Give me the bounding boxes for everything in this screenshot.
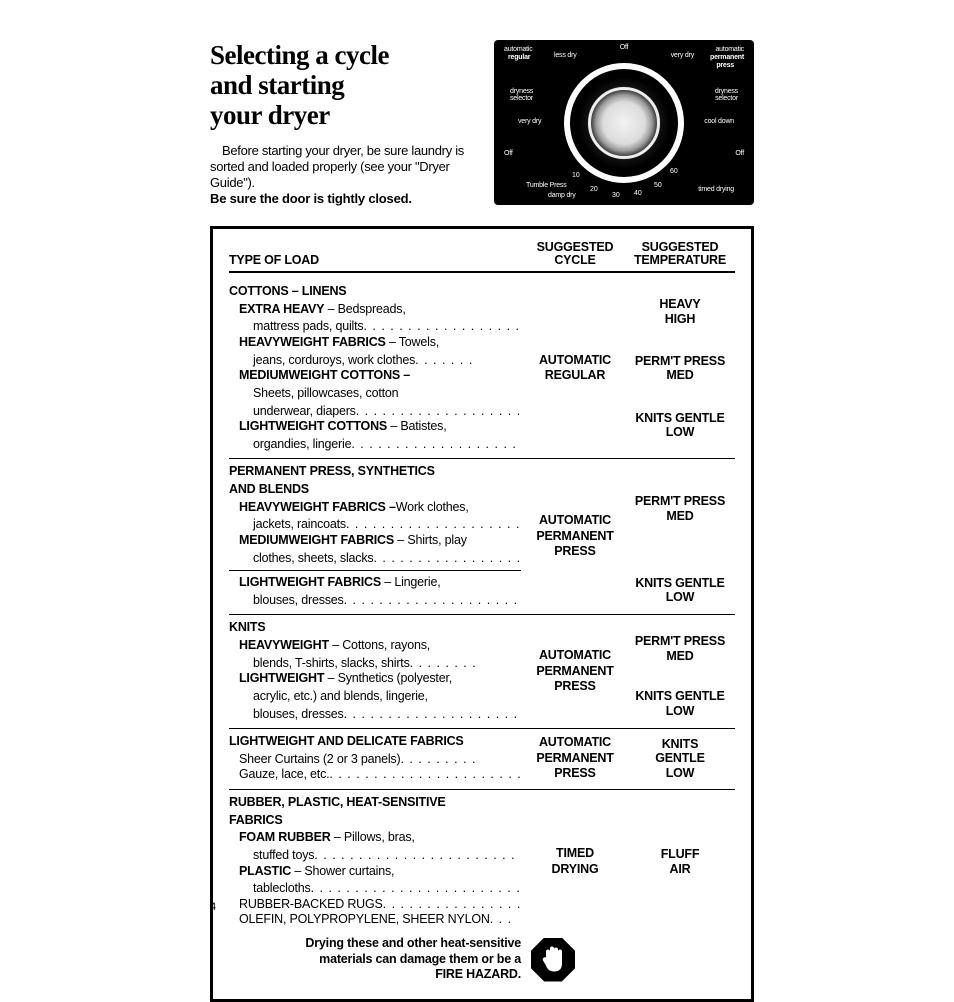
dial-dryness-l: dryness selector — [510, 88, 533, 102]
page-title: Selecting a cycle and starting your drye… — [210, 40, 474, 131]
pp-load: PERMANENT PRESS, SYNTHETICS AND BLENDS H… — [229, 464, 525, 608]
section-knits: KNITS HEAVYWEIGHT – Cottons, rayons, ble… — [229, 615, 735, 729]
dial-dampdry: damp dry — [548, 192, 576, 199]
dial-num-40: 40 — [634, 190, 642, 197]
dial-num-20: 20 — [590, 186, 598, 193]
dial-verydry-r: very dry — [671, 52, 694, 59]
dial-off-top: Off — [620, 44, 629, 51]
control-dial-panel: Off automatic regular less dry automatic… — [494, 40, 754, 205]
intro-plain: Before starting your dryer, be sure laun… — [210, 143, 464, 191]
pp-cycle: AUTOMATIC PERMANENT PRESS — [525, 464, 625, 608]
section-permpress: PERMANENT PRESS, SYNTHETICS AND BLENDS H… — [229, 459, 735, 615]
knits-cycle: AUTOMATIC PERMANENT PRESS — [525, 620, 625, 722]
th-load: TYPE OF LOAD — [229, 253, 525, 269]
th-temp: SUGGESTED TEMPERATURE — [625, 241, 735, 269]
dial-auto-reg-2: regular — [508, 54, 530, 61]
light-load: LIGHTWEIGHT AND DELICATE FABRICS Sheer C… — [229, 734, 525, 783]
dial-lessdry: less dry — [554, 52, 577, 59]
pp-temp: PERM'T PRESSMED KNITS GENTLELOW — [625, 464, 735, 608]
intro-text: Before starting your dryer, be sure laun… — [210, 143, 474, 208]
dial-auto-reg-1: automatic — [504, 46, 533, 53]
dial-off-l: Off — [504, 150, 513, 157]
dial-tumble: Tumble Press — [526, 182, 567, 189]
th-cycle: SUGGESTED CYCLE — [525, 241, 625, 269]
knits-temp: PERM'T PRESSMED KNITS GENTLELOW — [625, 620, 735, 722]
dial-timed: timed drying — [698, 186, 734, 193]
dial-auto-pp-1: automatic — [715, 46, 744, 53]
warning-text: Drying these and other heat-sensitive ma… — [305, 936, 521, 983]
dial-num-10: 10 — [572, 172, 580, 179]
dial-dryness-r: dryness selector — [715, 88, 738, 102]
dial-knob-center-icon — [588, 87, 660, 159]
cottons-title: COTTONS – LINENS — [229, 284, 521, 300]
cottons-cycle: AUTOMATIC REGULAR — [525, 284, 625, 452]
dial-auto-pp-3: press — [716, 62, 734, 69]
warning-row: Drying these and other heat-sensitive ma… — [229, 936, 735, 983]
cottons-load: COTTONS – LINENS EXTRA HEAVY – Bedspread… — [229, 284, 525, 452]
table-header: TYPE OF LOAD SUGGESTED CYCLE SUGGESTED T… — [229, 241, 735, 274]
cycle-table: TYPE OF LOAD SUGGESTED CYCLE SUGGESTED T… — [210, 226, 754, 1002]
title-block: Selecting a cycle and starting your drye… — [210, 40, 474, 208]
dial-num-60: 60 — [670, 168, 678, 175]
dial-auto-pp-2: permanent — [710, 54, 744, 61]
cottons-temp: HEAVYHIGH PERM'T PRESSMED KNITS GENTLELO… — [625, 284, 735, 452]
dial-num-30: 30 — [612, 192, 620, 199]
page-number: 4 — [210, 901, 216, 913]
dial-num-50: 50 — [654, 182, 662, 189]
dial-off-r: Off — [735, 150, 744, 157]
rubber-cycle: TIMED DRYING — [525, 795, 625, 928]
light-temp: KNITS GENTLE LOW — [625, 734, 735, 783]
dial-cooldown: cool down — [704, 118, 734, 125]
knits-load: KNITS HEAVYWEIGHT – Cottons, rayons, ble… — [229, 620, 525, 722]
section-rubber: RUBBER, PLASTIC, HEAT-SENSITIVE FABRICS … — [229, 790, 735, 989]
intro-bold: Be sure the door is tightly closed. — [210, 191, 412, 206]
section-cottons: COTTONS – LINENS EXTRA HEAVY – Bedspread… — [229, 279, 735, 459]
dial-verydry-l: very dry — [518, 118, 541, 125]
section-lightweight: LIGHTWEIGHT AND DELICATE FABRICS Sheer C… — [229, 729, 735, 790]
light-cycle: AUTOMATIC PERMANENT PRESS — [525, 734, 625, 783]
stop-hand-icon — [531, 938, 575, 982]
rubber-load: RUBBER, PLASTIC, HEAT-SENSITIVE FABRICS … — [229, 795, 525, 928]
rubber-temp: FLUFF AIR — [625, 795, 735, 928]
page: Selecting a cycle and starting your drye… — [0, 0, 954, 933]
header-row: Selecting a cycle and starting your drye… — [210, 40, 754, 208]
